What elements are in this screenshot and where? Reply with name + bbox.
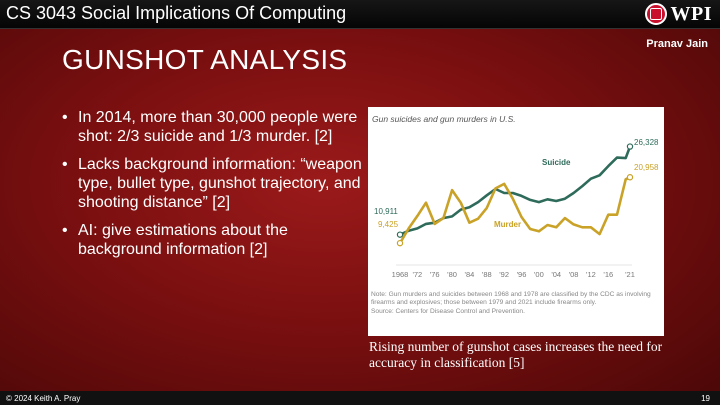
bullet-item: • In 2014, more than 30,000 people were s… bbox=[62, 108, 362, 146]
series-label-suicide: Suicide bbox=[542, 158, 571, 167]
x-tick-label: '76 bbox=[430, 270, 440, 279]
bullet-list: • In 2014, more than 30,000 people were s… bbox=[62, 108, 362, 268]
endpoint-marker bbox=[626, 143, 634, 150]
chart-source: Source: Centers for Disease Control and … bbox=[371, 307, 525, 315]
header-bar: CS 3043 Social Implications Of Computing… bbox=[0, 0, 720, 29]
bullet-dot-icon: • bbox=[62, 156, 68, 173]
x-tick-label: '12 bbox=[586, 270, 596, 279]
x-tick-label: 1968 bbox=[392, 270, 409, 279]
endpoint-marker bbox=[396, 239, 404, 247]
chart-note: Note: Gun murders and suicides between 1… bbox=[371, 291, 651, 307]
chart-panel: Gun suicides and gun murders in U.S. 196… bbox=[368, 107, 664, 336]
x-tick-label: '84 bbox=[465, 270, 475, 279]
x-tick-label: '88 bbox=[482, 270, 492, 279]
endpoint-label-suicide-end: 26,328 bbox=[634, 138, 659, 147]
x-tick-label: '16 bbox=[603, 270, 613, 279]
x-tick-label: '80 bbox=[447, 270, 457, 279]
bullet-text: Lacks background information: “weapon ty… bbox=[78, 156, 362, 211]
series-label-murder: Murder bbox=[494, 220, 521, 229]
endpoint-marker bbox=[396, 231, 404, 238]
x-tick-label: '96 bbox=[517, 270, 527, 279]
chart-title: Gun suicides and gun murders in U.S. bbox=[372, 114, 516, 124]
page-number: 19 bbox=[701, 394, 710, 403]
logo-text: WPI bbox=[670, 2, 712, 25]
endpoint-marker bbox=[626, 174, 634, 181]
line-chart: Gun suicides and gun murders in U.S. 196… bbox=[371, 114, 659, 315]
bullet-item: • AI: give estimations about the backgrou… bbox=[62, 221, 362, 259]
footer-bar bbox=[0, 391, 720, 405]
copyright: © 2024 Keith A. Pray bbox=[6, 394, 81, 403]
bullet-text: In 2014, more than 30,000 people were sh… bbox=[78, 109, 358, 145]
x-tick-label: '00 bbox=[534, 270, 544, 279]
x-tick-label: '92 bbox=[499, 270, 509, 279]
author-name: Pranav Jain bbox=[646, 38, 708, 50]
chart-caption: Rising number of gunshot cases increases… bbox=[369, 339, 663, 370]
wpi-seal-icon bbox=[644, 3, 667, 25]
bullet-text: AI: give estimations about the backgroun… bbox=[78, 222, 288, 258]
x-tick-label: '08 bbox=[569, 270, 579, 279]
x-tick-label: '72 bbox=[412, 270, 422, 279]
course-title: CS 3043 Social Implications Of Computing bbox=[6, 3, 347, 23]
slide-title: GUNSHOT ANALYSIS bbox=[62, 44, 348, 75]
bullet-dot-icon: • bbox=[62, 109, 68, 126]
endpoint-label-murder-end: 20,958 bbox=[634, 163, 659, 172]
endpoint-label-murder-start: 9,425 bbox=[378, 220, 399, 229]
bullet-item: • Lacks background information: “weapon t… bbox=[62, 155, 362, 212]
bullet-dot-icon: • bbox=[62, 222, 68, 239]
endpoint-label-suicide-start: 10,911 bbox=[374, 207, 398, 216]
x-tick-label: '04 bbox=[551, 270, 561, 279]
wpi-logo: WPI bbox=[644, 2, 713, 26]
series-line-murder bbox=[398, 176, 631, 244]
x-tick-label: '21 bbox=[625, 270, 635, 279]
